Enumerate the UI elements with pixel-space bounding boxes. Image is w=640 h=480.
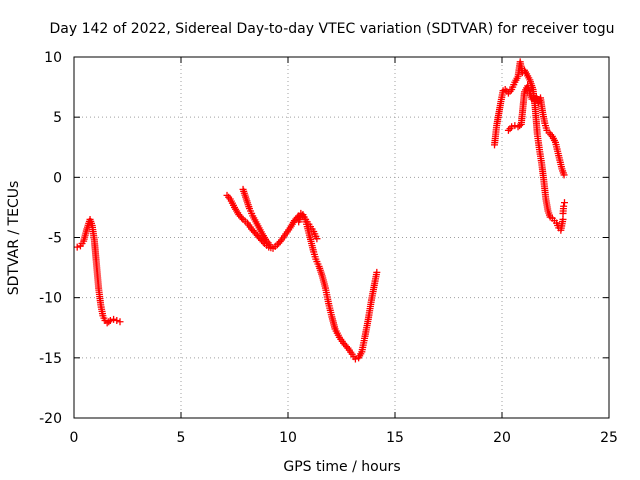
data-point: [313, 235, 321, 243]
data-point: [342, 343, 350, 351]
data-point: [110, 315, 118, 323]
y-axis-label: SDTVAR / TECUs: [6, 181, 22, 296]
series-seg4: [295, 211, 381, 363]
x-tick-label: 5: [177, 430, 186, 446]
data-point: [373, 268, 381, 276]
y-tick-label: 0: [53, 170, 62, 186]
ticks-layer: 0 5 10 15 20 25 -20 -15 -10 -5 0 5 10: [39, 50, 618, 446]
data-point: [106, 317, 114, 325]
y-tick-label: -10: [39, 291, 62, 307]
y-tick-label: -20: [39, 411, 62, 427]
x-tick-label: 25: [600, 430, 618, 446]
y-tick-label: -15: [39, 351, 62, 367]
y-tick-label: 10: [44, 50, 62, 66]
series-seg1: [73, 215, 124, 327]
data-point: [560, 202, 568, 210]
y-tick-label: 5: [53, 110, 62, 126]
data-point: [113, 317, 121, 325]
data-point: [559, 215, 567, 223]
data-point: [276, 238, 284, 246]
y-tick-label: -5: [48, 231, 62, 247]
data-point: [105, 318, 113, 326]
data-point: [116, 318, 124, 326]
data-point: [508, 123, 516, 131]
series-seg5: [491, 58, 567, 234]
chart-title: Day 142 of 2022, Sidereal Day-to-day VTE…: [49, 21, 614, 37]
grid-layer: [74, 57, 609, 418]
data-point: [560, 171, 568, 179]
x-tick-label: 10: [279, 430, 297, 446]
series-seg6: [504, 82, 568, 179]
plot-frame: [73, 56, 610, 419]
x-tick-label: 20: [493, 430, 511, 446]
data-point: [73, 243, 81, 251]
data-point: [238, 214, 246, 222]
series-seg7: [559, 199, 568, 217]
x-axis-label: GPS time / hours: [283, 459, 400, 475]
x-tick-label: 0: [70, 430, 79, 446]
data-markers: [73, 58, 568, 363]
data-point: [560, 199, 568, 207]
series-seg3: [239, 185, 274, 249]
data-point: [351, 355, 359, 363]
data-point: [266, 241, 274, 249]
x-tick-label: 15: [386, 430, 404, 446]
